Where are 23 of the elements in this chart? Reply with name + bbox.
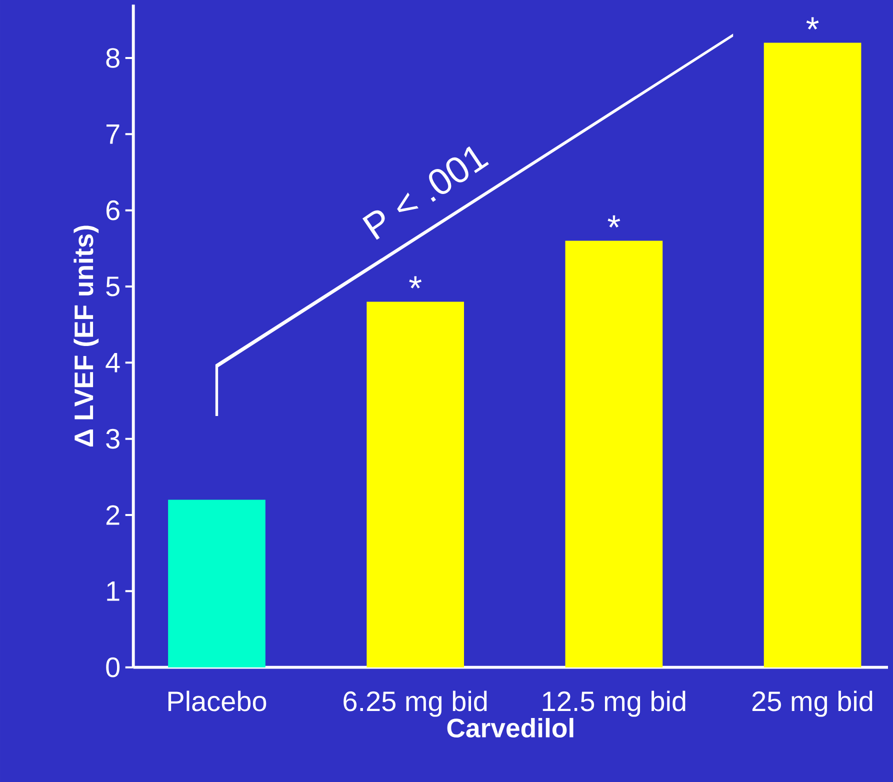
y-tick-label: 6 bbox=[106, 200, 120, 220]
annotation: * bbox=[806, 17, 819, 30]
y-tick-label: 0 bbox=[106, 657, 120, 678]
y-tick-label: 3 bbox=[106, 428, 120, 449]
bar bbox=[565, 240, 663, 668]
y-tick-label: 4 bbox=[106, 353, 120, 372]
x-tick-label: 25 mg bid bbox=[752, 690, 872, 717]
bar bbox=[168, 500, 266, 668]
x-tick-label: Placebo bbox=[168, 690, 266, 712]
x-tick-label: 6.25 mg bid bbox=[344, 690, 487, 717]
y-tick-label: 1 bbox=[107, 582, 120, 601]
annotation: P < .001 bbox=[362, 146, 489, 240]
y-axis-title: Δ LVEF (EF units) bbox=[74, 226, 99, 446]
y-tick-label: 2 bbox=[106, 505, 120, 525]
y-tick-label: 5 bbox=[106, 276, 120, 296]
x-axis-title: Carvedilol bbox=[447, 718, 574, 738]
annotation: * bbox=[608, 215, 620, 228]
y-tick-label: 8 bbox=[106, 48, 120, 68]
y-tick-label: 7 bbox=[106, 124, 120, 144]
annotation: * bbox=[409, 276, 422, 288]
bar bbox=[764, 42, 862, 668]
bar bbox=[366, 302, 464, 668]
x-tick-label: 12.5 mg bid bbox=[542, 690, 686, 717]
